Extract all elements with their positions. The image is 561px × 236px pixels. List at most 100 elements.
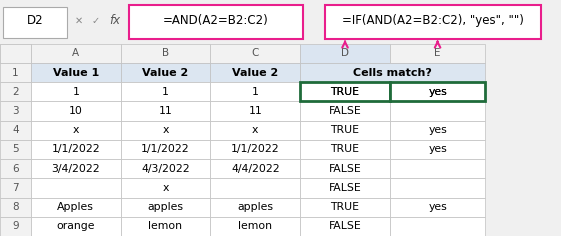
- FancyBboxPatch shape: [390, 82, 485, 101]
- FancyBboxPatch shape: [210, 159, 300, 178]
- FancyBboxPatch shape: [121, 178, 210, 198]
- Text: Value 2: Value 2: [142, 67, 188, 77]
- Text: FALSE: FALSE: [329, 183, 361, 193]
- FancyBboxPatch shape: [121, 140, 210, 159]
- Text: =IF(AND(A2=B2:C2), "yes", ""): =IF(AND(A2=B2:C2), "yes", ""): [342, 14, 525, 27]
- FancyBboxPatch shape: [31, 101, 121, 121]
- Text: yes: yes: [428, 87, 447, 97]
- Text: x: x: [162, 125, 169, 135]
- Text: 1/1/2022: 1/1/2022: [52, 144, 100, 154]
- FancyBboxPatch shape: [390, 159, 485, 178]
- FancyBboxPatch shape: [121, 63, 210, 82]
- FancyBboxPatch shape: [325, 5, 541, 39]
- FancyBboxPatch shape: [31, 198, 121, 217]
- FancyBboxPatch shape: [31, 44, 121, 63]
- FancyBboxPatch shape: [390, 44, 485, 63]
- FancyBboxPatch shape: [390, 82, 485, 101]
- FancyBboxPatch shape: [300, 101, 390, 121]
- Text: Cells match?: Cells match?: [353, 67, 432, 77]
- FancyBboxPatch shape: [121, 44, 210, 63]
- FancyBboxPatch shape: [300, 63, 485, 82]
- Text: 9: 9: [12, 221, 19, 231]
- Text: 11: 11: [249, 106, 262, 116]
- Text: 4/3/2022: 4/3/2022: [141, 164, 190, 174]
- Text: =AND(A2=B2:C2): =AND(A2=B2:C2): [163, 14, 269, 27]
- FancyBboxPatch shape: [390, 121, 485, 140]
- FancyBboxPatch shape: [210, 63, 300, 82]
- FancyBboxPatch shape: [210, 140, 300, 159]
- FancyBboxPatch shape: [31, 121, 121, 140]
- FancyBboxPatch shape: [390, 140, 485, 159]
- FancyBboxPatch shape: [390, 178, 485, 198]
- Text: Apples: Apples: [57, 202, 94, 212]
- Text: 1/1/2022: 1/1/2022: [231, 144, 279, 154]
- FancyBboxPatch shape: [300, 217, 390, 236]
- FancyBboxPatch shape: [31, 178, 121, 198]
- Text: lemon: lemon: [238, 221, 272, 231]
- Text: Value 1: Value 1: [53, 67, 99, 77]
- FancyBboxPatch shape: [210, 44, 300, 63]
- Text: TRUE: TRUE: [330, 87, 360, 97]
- Text: lemon: lemon: [149, 221, 182, 231]
- Text: yes: yes: [428, 202, 447, 212]
- FancyBboxPatch shape: [0, 198, 31, 217]
- Text: 10: 10: [69, 106, 82, 116]
- FancyBboxPatch shape: [121, 101, 210, 121]
- Text: 1: 1: [72, 87, 79, 97]
- FancyBboxPatch shape: [121, 82, 210, 101]
- Text: D2: D2: [27, 14, 43, 27]
- FancyBboxPatch shape: [121, 217, 210, 236]
- FancyBboxPatch shape: [300, 159, 390, 178]
- Text: 4/4/2022: 4/4/2022: [231, 164, 279, 174]
- FancyBboxPatch shape: [0, 82, 31, 101]
- FancyBboxPatch shape: [390, 217, 485, 236]
- FancyBboxPatch shape: [31, 140, 121, 159]
- FancyBboxPatch shape: [0, 140, 31, 159]
- FancyBboxPatch shape: [0, 217, 31, 236]
- FancyBboxPatch shape: [0, 101, 31, 121]
- FancyBboxPatch shape: [0, 159, 31, 178]
- FancyBboxPatch shape: [31, 63, 121, 82]
- Text: 5: 5: [12, 144, 19, 154]
- Text: C: C: [251, 48, 259, 58]
- Text: TRUE: TRUE: [330, 125, 360, 135]
- Text: 1: 1: [252, 87, 259, 97]
- FancyBboxPatch shape: [300, 82, 390, 101]
- FancyBboxPatch shape: [300, 198, 390, 217]
- Text: fx: fx: [109, 14, 121, 27]
- Text: apples: apples: [237, 202, 273, 212]
- FancyBboxPatch shape: [210, 198, 300, 217]
- FancyBboxPatch shape: [300, 121, 390, 140]
- FancyBboxPatch shape: [0, 121, 31, 140]
- Text: 1: 1: [12, 67, 19, 77]
- FancyBboxPatch shape: [0, 178, 31, 198]
- Text: 1: 1: [162, 87, 169, 97]
- Text: B: B: [162, 48, 169, 58]
- FancyBboxPatch shape: [300, 82, 390, 101]
- Text: Value 2: Value 2: [232, 67, 278, 77]
- Text: yes: yes: [428, 125, 447, 135]
- Text: 3/4/2022: 3/4/2022: [52, 164, 100, 174]
- Text: x: x: [252, 125, 259, 135]
- Text: 3: 3: [12, 106, 19, 116]
- FancyBboxPatch shape: [31, 217, 121, 236]
- FancyBboxPatch shape: [300, 140, 390, 159]
- Text: 4: 4: [12, 125, 19, 135]
- Text: 2: 2: [12, 87, 19, 97]
- Text: FALSE: FALSE: [329, 164, 361, 174]
- FancyBboxPatch shape: [390, 101, 485, 121]
- Text: TRUE: TRUE: [330, 144, 360, 154]
- FancyBboxPatch shape: [390, 198, 485, 217]
- Text: 11: 11: [159, 106, 172, 116]
- Text: E: E: [434, 48, 441, 58]
- FancyBboxPatch shape: [210, 121, 300, 140]
- Text: x: x: [162, 183, 169, 193]
- Text: yes: yes: [428, 144, 447, 154]
- Text: ✕: ✕: [75, 16, 82, 26]
- FancyBboxPatch shape: [31, 82, 121, 101]
- FancyBboxPatch shape: [0, 44, 31, 63]
- FancyBboxPatch shape: [210, 82, 300, 101]
- Text: 7: 7: [12, 183, 19, 193]
- FancyBboxPatch shape: [210, 101, 300, 121]
- Text: D: D: [341, 48, 349, 58]
